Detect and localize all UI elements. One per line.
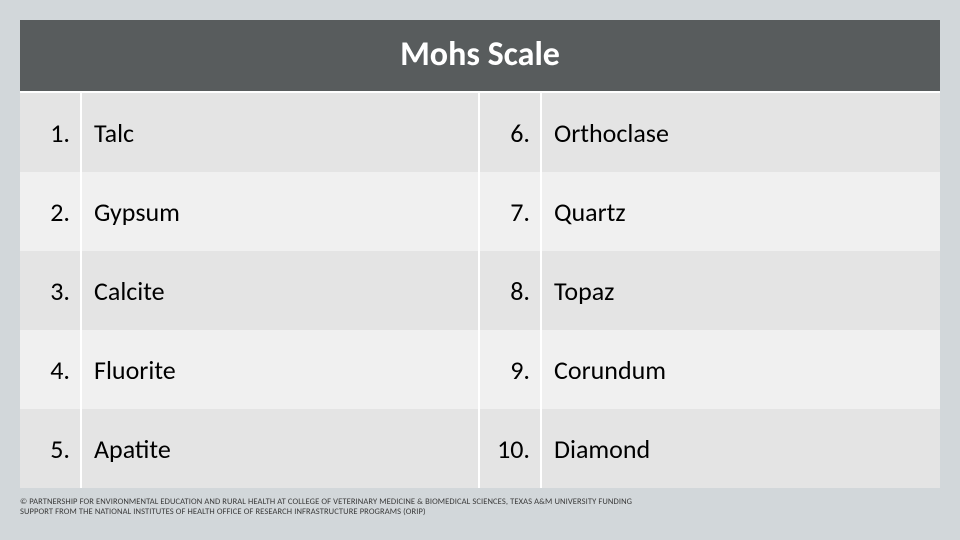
table-row: 9. Corundum: [480, 330, 940, 409]
row-name: Corundum: [542, 330, 940, 409]
row-name: Talc: [82, 93, 478, 172]
table-col-right: 6. Orthoclase 7. Quartz 8. Topaz 9. Coru…: [480, 93, 940, 488]
row-number: 4.: [20, 330, 82, 409]
row-name: Diamond: [542, 409, 940, 488]
copyright-footer: © PARTNERSHIP FOR ENVIRONMENTAL EDUCATIO…: [20, 498, 640, 518]
row-name: Quartz: [542, 172, 940, 251]
row-name: Gypsum: [82, 172, 478, 251]
row-number: 8.: [480, 251, 542, 330]
table-row: 8. Topaz: [480, 251, 940, 330]
table-row: 2. Gypsum: [20, 172, 480, 251]
row-name: Orthoclase: [542, 93, 940, 172]
row-name: Calcite: [82, 251, 478, 330]
row-number: 5.: [20, 409, 82, 488]
row-number: 3.: [20, 251, 82, 330]
row-number: 2.: [20, 172, 82, 251]
table-row: 3. Calcite: [20, 251, 480, 330]
row-number: 7.: [480, 172, 542, 251]
row-number: 1.: [20, 93, 82, 172]
row-number: 9.: [480, 330, 542, 409]
table-row: 1. Talc: [20, 93, 480, 172]
table-body: 1. Talc 2. Gypsum 3. Calcite 4. Fluorite…: [20, 93, 940, 488]
row-number: 6.: [480, 93, 542, 172]
row-name: Apatite: [82, 409, 478, 488]
row-name: Topaz: [542, 251, 940, 330]
table-col-left: 1. Talc 2. Gypsum 3. Calcite 4. Fluorite…: [20, 93, 480, 488]
table-row: 4. Fluorite: [20, 330, 480, 409]
table-row: 10. Diamond: [480, 409, 940, 488]
table-row: 6. Orthoclase: [480, 93, 940, 172]
slide: Mohs Scale 1. Talc 2. Gypsum 3. Calcite …: [20, 20, 940, 488]
table-title: Mohs Scale: [20, 20, 940, 93]
row-number: 10.: [480, 409, 542, 488]
table-row: 5. Apatite: [20, 409, 480, 488]
table-row: 7. Quartz: [480, 172, 940, 251]
row-name: Fluorite: [82, 330, 478, 409]
